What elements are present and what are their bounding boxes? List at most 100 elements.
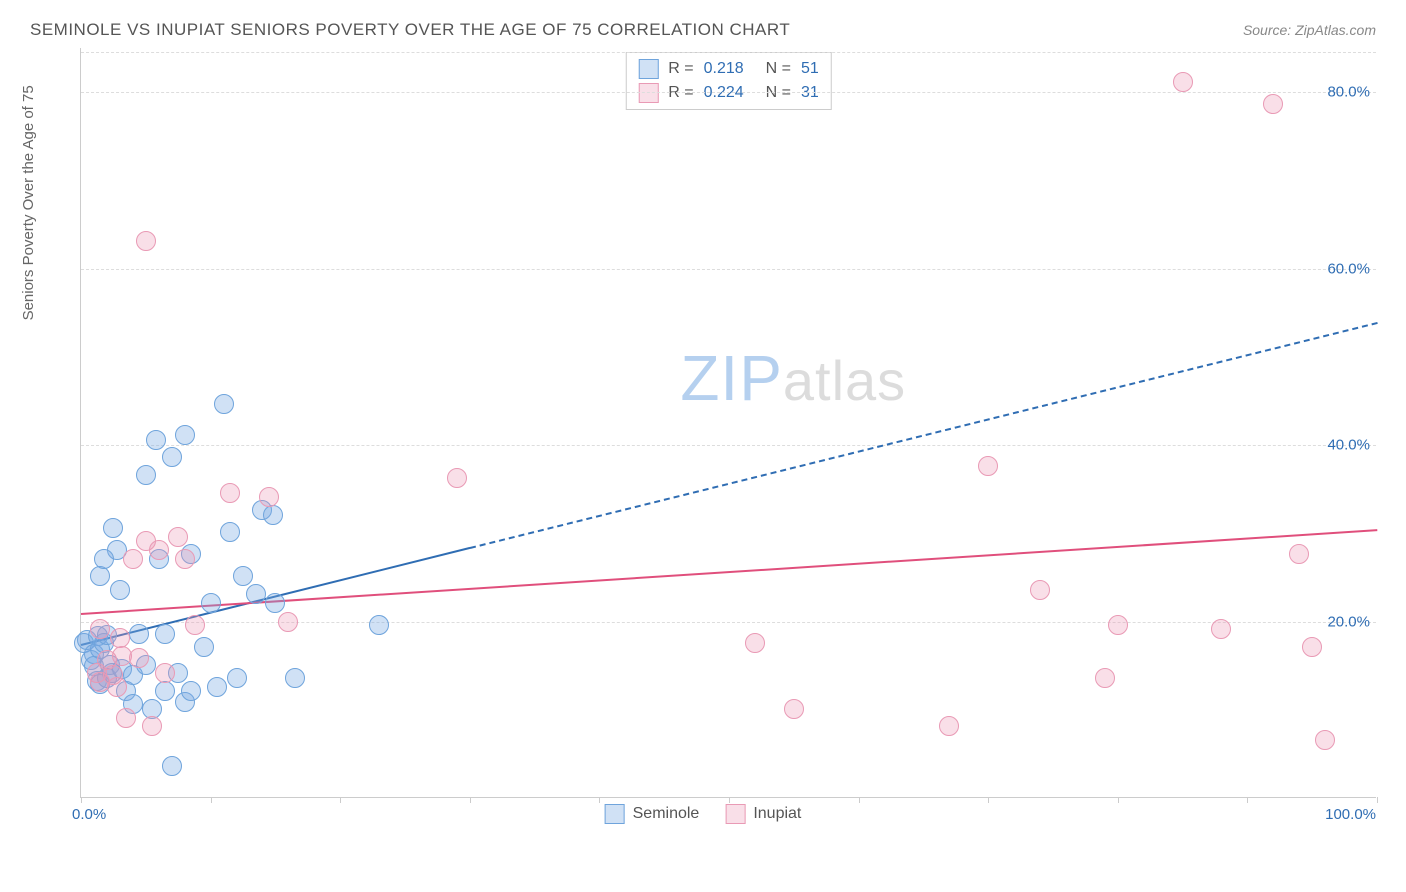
scatter-point (185, 615, 205, 635)
n-label: N = (766, 60, 791, 78)
series-legend: Seminole Inupiat (605, 804, 802, 824)
scatter-point (1289, 544, 1309, 564)
x-tick-mark (211, 797, 212, 803)
scatter-point (129, 624, 149, 644)
scatter-point (201, 593, 221, 613)
y-tick-label: 40.0% (1327, 437, 1370, 454)
scatter-point (246, 584, 266, 604)
watermark: ZIPatlas (680, 341, 906, 415)
scatter-point (939, 716, 959, 736)
x-tick-mark (470, 797, 471, 803)
x-tick-mark (1377, 797, 1378, 803)
x-tick-mark (1118, 797, 1119, 803)
scatter-point (1302, 637, 1322, 657)
scatter-point (1108, 615, 1128, 635)
scatter-point (168, 527, 188, 547)
x-tick-mark (340, 797, 341, 803)
gridline-h (81, 445, 1376, 446)
scatter-point (978, 456, 998, 476)
scatter-point (1173, 72, 1193, 92)
legend-series-item: Seminole (605, 804, 700, 824)
x-max-label: 100.0% (1325, 806, 1376, 823)
scatter-point (278, 612, 298, 632)
y-tick-label: 80.0% (1327, 84, 1370, 101)
scatter-point (220, 483, 240, 503)
scatter-point (155, 663, 175, 683)
scatter-point (149, 540, 169, 560)
legend-series-label: Seminole (633, 805, 700, 823)
x-tick-mark (1247, 797, 1248, 803)
gridline-h (81, 52, 1376, 53)
scatter-point (220, 522, 240, 542)
scatter-point (1030, 580, 1050, 600)
scatter-point (1211, 619, 1231, 639)
x-tick-mark (81, 797, 82, 803)
scatter-point (175, 425, 195, 445)
x-tick-mark (599, 797, 600, 803)
scatter-point (142, 716, 162, 736)
source-value: ZipAtlas.com (1295, 22, 1376, 38)
correlation-legend: R =0.218N =51R =0.224N =31 (625, 52, 831, 110)
scatter-point (194, 637, 214, 657)
r-label: R = (668, 60, 693, 78)
scatter-point (207, 677, 227, 697)
legend-swatch (605, 804, 625, 824)
y-tick-label: 20.0% (1327, 613, 1370, 630)
scatter-point (94, 549, 114, 569)
scatter-point (103, 518, 123, 538)
scatter-point (107, 677, 127, 697)
scatter-point (146, 430, 166, 450)
source-label: Source: (1243, 22, 1295, 38)
scatter-point (175, 549, 195, 569)
scatter-point (784, 699, 804, 719)
source-attribution: Source: ZipAtlas.com (1243, 22, 1376, 40)
scatter-point (285, 668, 305, 688)
scatter-point (123, 549, 143, 569)
plot-area: ZIPatlas R =0.218N =51R =0.224N =31 20.0… (80, 48, 1376, 798)
r-value: 0.218 (704, 60, 756, 78)
scatter-point (181, 681, 201, 701)
y-axis-label: Seniors Poverty Over the Age of 75 (20, 85, 37, 320)
scatter-point (155, 681, 175, 701)
x-min-label: 0.0% (72, 806, 106, 823)
scatter-point (90, 566, 110, 586)
scatter-point (1315, 730, 1335, 750)
trend-line (470, 322, 1378, 549)
scatter-point (745, 633, 765, 653)
watermark-suffix: atlas (783, 349, 906, 412)
scatter-point (162, 756, 182, 776)
legend-stat-row: R = 0.218 N = 51 (638, 57, 818, 81)
legend-series-item: Inupiat (725, 804, 801, 824)
scatter-point (1263, 94, 1283, 114)
scatter-point (227, 668, 247, 688)
scatter-point (155, 624, 175, 644)
scatter-point (233, 566, 253, 586)
x-tick-mark (729, 797, 730, 803)
scatter-point (136, 465, 156, 485)
x-tick-mark (859, 797, 860, 803)
scatter-point (265, 593, 285, 613)
scatter-point (214, 394, 234, 414)
x-tick-mark (988, 797, 989, 803)
scatter-point (116, 708, 136, 728)
gridline-h (81, 269, 1376, 270)
scatter-point (263, 505, 283, 525)
scatter-point (1095, 668, 1115, 688)
legend-series-label: Inupiat (753, 805, 801, 823)
chart-title: SEMINOLE VS INUPIAT SENIORS POVERTY OVER… (30, 20, 790, 40)
scatter-point (162, 447, 182, 467)
scatter-point (110, 580, 130, 600)
scatter-point (259, 487, 279, 507)
scatter-point (90, 619, 110, 639)
legend-swatch (638, 59, 658, 79)
legend-swatch (725, 804, 745, 824)
chart-container: Seniors Poverty Over the Age of 75 ZIPat… (30, 48, 1376, 828)
scatter-point (136, 231, 156, 251)
scatter-point (129, 648, 149, 668)
n-value: 51 (801, 60, 819, 78)
gridline-h (81, 622, 1376, 623)
y-tick-label: 60.0% (1327, 260, 1370, 277)
scatter-point (447, 468, 467, 488)
scatter-point (369, 615, 389, 635)
watermark-prefix: ZIP (680, 342, 783, 414)
